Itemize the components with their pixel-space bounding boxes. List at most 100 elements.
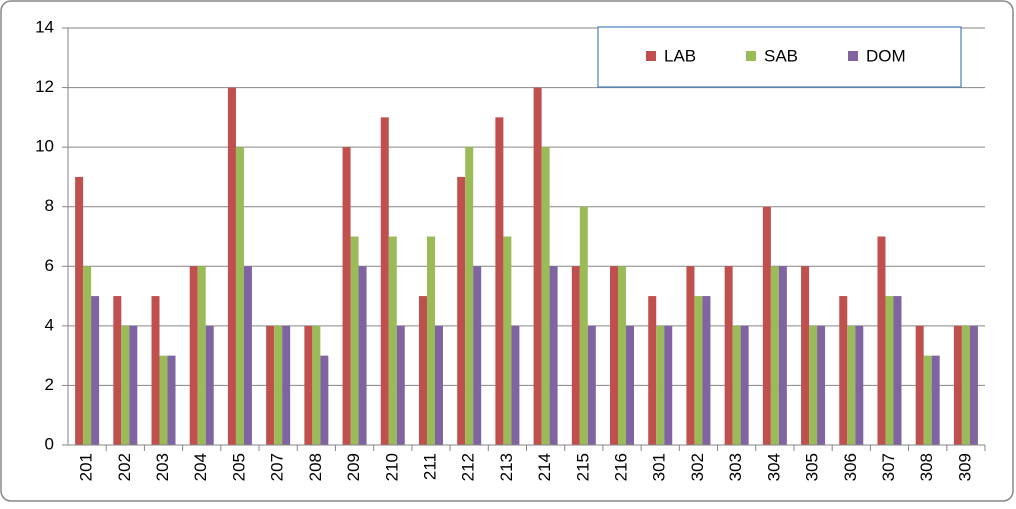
bar <box>457 176 466 445</box>
legend-swatch <box>646 51 656 61</box>
bar <box>426 236 435 445</box>
x-tick-label: 306 <box>841 453 860 481</box>
bar <box>610 266 619 445</box>
x-tick-label: 308 <box>917 453 936 481</box>
legend-box <box>597 26 962 88</box>
bar <box>533 87 542 446</box>
bar <box>205 325 214 445</box>
x-tick-label: 212 <box>459 453 478 481</box>
legend-swatch <box>746 51 756 61</box>
bar <box>571 266 580 445</box>
legend-label: SAB <box>764 46 798 65</box>
bar <box>266 325 275 445</box>
legend-label: DOM <box>866 46 906 65</box>
bar <box>121 325 130 445</box>
bar <box>83 266 92 445</box>
bar <box>702 296 711 445</box>
bar <box>893 296 902 445</box>
bar <box>541 147 550 445</box>
bar <box>732 325 741 445</box>
bar <box>855 325 864 445</box>
y-tick-label: 10 <box>35 137 54 156</box>
bar <box>839 296 848 445</box>
y-tick-label: 0 <box>45 434 54 453</box>
x-tick-label: 302 <box>688 453 707 481</box>
bar <box>953 325 962 445</box>
bar <box>626 325 635 445</box>
bar <box>434 325 443 445</box>
bar <box>227 87 236 446</box>
x-tick-label: 208 <box>306 453 325 481</box>
bar <box>969 325 978 445</box>
x-tick-label: 214 <box>535 453 554 481</box>
legend-label: LAB <box>664 46 696 65</box>
bar <box>770 266 779 445</box>
x-tick-label: 209 <box>344 453 363 481</box>
bar <box>686 266 695 445</box>
bar <box>618 266 627 445</box>
bar <box>189 266 198 445</box>
bar <box>304 325 313 445</box>
bar <box>388 236 397 445</box>
bar <box>197 266 206 445</box>
y-tick-label: 12 <box>35 77 54 96</box>
x-tick-label: 215 <box>573 453 592 481</box>
bar <box>396 325 405 445</box>
bar <box>235 147 244 445</box>
bar <box>656 325 665 445</box>
x-tick-label: 309 <box>955 453 974 481</box>
bar <box>358 266 367 445</box>
bar <box>724 266 733 445</box>
x-tick-label: 203 <box>153 453 172 481</box>
bar <box>809 325 818 445</box>
x-tick-label: 305 <box>803 453 822 481</box>
x-tick-label: 201 <box>77 453 96 481</box>
bar <box>91 296 100 445</box>
y-tick-label: 2 <box>45 375 54 394</box>
bar <box>778 266 787 445</box>
bar <box>961 325 970 445</box>
y-tick-label: 4 <box>45 315 54 334</box>
bar <box>549 266 558 445</box>
bar <box>847 325 856 445</box>
bar <box>740 325 749 445</box>
y-tick-label: 14 <box>35 17 54 36</box>
bar <box>113 296 122 445</box>
bar <box>664 325 673 445</box>
bar <box>885 296 894 445</box>
bar <box>159 355 168 445</box>
bar <box>587 325 596 445</box>
x-tick-label: 210 <box>382 453 401 481</box>
bar <box>495 117 504 445</box>
bar <box>320 355 329 445</box>
y-tick-label: 6 <box>45 256 54 275</box>
x-tick-label: 307 <box>879 453 898 481</box>
bar <box>817 325 826 445</box>
x-tick-label: 205 <box>229 453 248 481</box>
bar <box>915 325 924 445</box>
bar <box>350 236 359 445</box>
legend-swatch <box>848 51 858 61</box>
x-tick-label: 213 <box>497 453 516 481</box>
bar <box>380 117 389 445</box>
bar <box>473 266 482 445</box>
bar <box>877 236 886 445</box>
y-tick-label: 8 <box>45 196 54 215</box>
x-tick-label: 304 <box>764 453 783 481</box>
bar <box>923 355 932 445</box>
bar <box>167 355 176 445</box>
bar <box>503 236 512 445</box>
bar <box>274 325 283 445</box>
x-tick-label: 207 <box>268 453 287 481</box>
bar <box>465 147 474 445</box>
bar <box>129 325 138 445</box>
bar <box>579 206 588 445</box>
bar <box>151 296 160 445</box>
bar <box>342 147 351 445</box>
x-tick-label: 301 <box>650 453 669 481</box>
x-tick-label: 211 <box>420 453 439 480</box>
x-tick-label: 216 <box>612 453 631 481</box>
bar <box>648 296 657 445</box>
bar <box>312 325 321 445</box>
